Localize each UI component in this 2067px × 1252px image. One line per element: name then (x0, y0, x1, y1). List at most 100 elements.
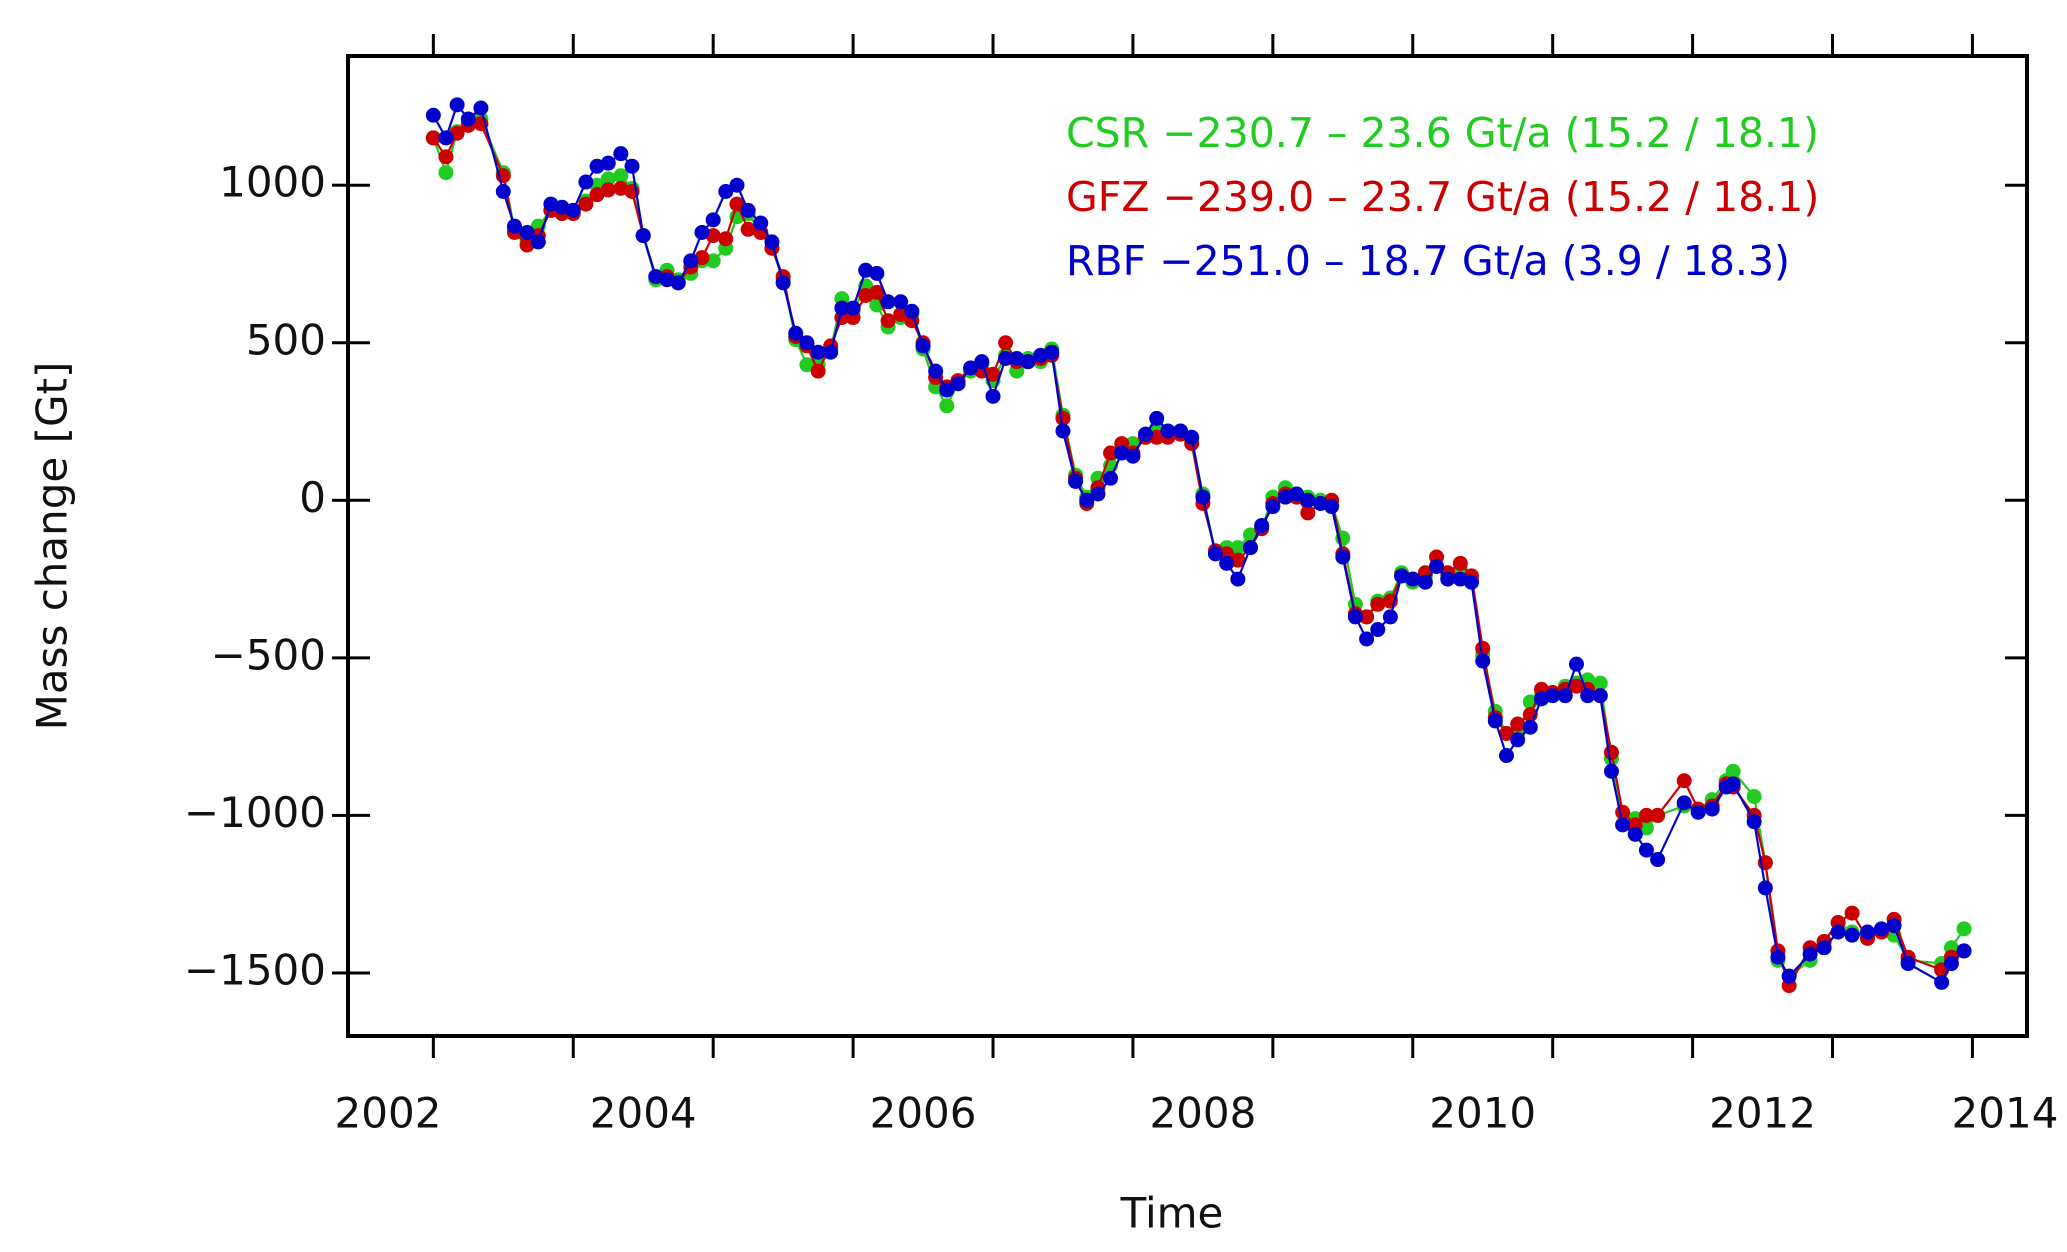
data-point (799, 357, 815, 373)
x-tick-label: 2002 (335, 1089, 442, 1138)
data-point (1510, 732, 1526, 748)
x-tick-label: 2012 (1709, 1089, 1816, 1138)
data-point (635, 228, 651, 244)
data-point (1068, 473, 1084, 489)
y-tick-label: 0 (299, 473, 326, 522)
data-point (1615, 817, 1631, 833)
y-tick-label: −1500 (184, 945, 326, 994)
data-point (1335, 549, 1351, 565)
legend-entry: RBF −251.0 – 18.7 Gt/a (3.9 / 18.3) (1066, 237, 1790, 285)
data-point (1475, 653, 1491, 669)
data-point (1592, 675, 1608, 691)
data-point (1956, 921, 1972, 937)
data-point (1557, 688, 1573, 704)
data-point (1770, 949, 1786, 965)
data-point (834, 300, 850, 316)
data-point (1746, 814, 1762, 830)
legend-entry: GFZ −239.0 – 23.7 Gt/a (15.2 / 18.1) (1066, 173, 1819, 221)
data-point (740, 202, 756, 218)
data-point (963, 360, 979, 376)
data-point (1254, 518, 1270, 534)
data-point (438, 130, 454, 146)
data-point (1844, 905, 1860, 921)
data-point (810, 363, 826, 379)
data-point (810, 344, 826, 360)
x-tick-label: 2014 (1952, 1089, 2059, 1138)
data-point (950, 376, 966, 392)
data-point (1943, 956, 1959, 972)
data-point (1956, 943, 1972, 959)
x-tick-label: 2008 (1149, 1089, 1256, 1138)
data-point (1746, 789, 1762, 805)
data-point (613, 168, 629, 184)
data-point (915, 338, 931, 354)
data-point (1405, 571, 1421, 587)
data-point (1230, 571, 1246, 587)
data-point (1568, 656, 1584, 672)
data-point (1055, 423, 1071, 439)
data-point (578, 174, 594, 190)
data-point (600, 182, 616, 198)
data-point (694, 224, 710, 240)
data-point (1242, 540, 1258, 556)
data-point (1300, 492, 1316, 508)
data-point (869, 265, 885, 281)
data-point (753, 215, 769, 231)
data-point (670, 275, 686, 291)
data-point (1359, 609, 1375, 625)
data-point (683, 253, 699, 269)
data-point (1125, 448, 1141, 464)
data-point (1452, 555, 1468, 571)
data-point (1830, 924, 1846, 940)
data-point (1103, 470, 1119, 486)
data-point (1103, 445, 1119, 461)
data-point (788, 325, 804, 341)
data-point (928, 363, 944, 379)
data-point (1580, 688, 1596, 704)
data-point (823, 344, 839, 360)
data-point (1090, 486, 1106, 502)
data-point (1603, 763, 1619, 779)
data-point (1055, 410, 1071, 426)
y-tick-label: −1000 (184, 788, 326, 837)
plot-frame (346, 54, 2029, 1038)
data-point (939, 382, 955, 398)
data-point (1370, 622, 1386, 638)
data-point (1230, 540, 1246, 556)
data-point (1149, 410, 1165, 426)
data-point (1440, 571, 1456, 587)
data-point (1382, 609, 1398, 625)
data-point (1592, 688, 1608, 704)
data-point (600, 155, 616, 171)
data-point (507, 218, 523, 234)
data-point (624, 158, 640, 174)
data-point (775, 275, 791, 291)
data-point (1265, 499, 1281, 515)
data-point (1873, 921, 1889, 937)
data-point (1044, 344, 1060, 360)
data-point (1627, 826, 1643, 842)
data-point (578, 196, 594, 212)
data-point (425, 130, 441, 146)
data-point (939, 398, 955, 414)
y-tick-label: −500 (211, 630, 326, 679)
data-point (718, 231, 734, 247)
data-point (1816, 940, 1832, 956)
x-tick-label: 2006 (870, 1089, 977, 1138)
data-point (1207, 546, 1223, 562)
data-point (613, 146, 629, 162)
data-point (1704, 801, 1720, 817)
data-point (1676, 795, 1692, 811)
data-point (985, 366, 1001, 382)
series (425, 97, 1972, 990)
data-point (718, 183, 734, 199)
data-point (460, 111, 476, 127)
data-point (1650, 852, 1666, 868)
data-point (519, 224, 535, 240)
data-point (1522, 719, 1538, 735)
data-point (1487, 713, 1503, 729)
legend-entry: CSR −230.7 – 23.6 Gt/a (15.2 / 18.1) (1066, 109, 1819, 157)
data-point (880, 313, 896, 329)
data-point (1676, 773, 1692, 789)
data-point (904, 303, 920, 319)
